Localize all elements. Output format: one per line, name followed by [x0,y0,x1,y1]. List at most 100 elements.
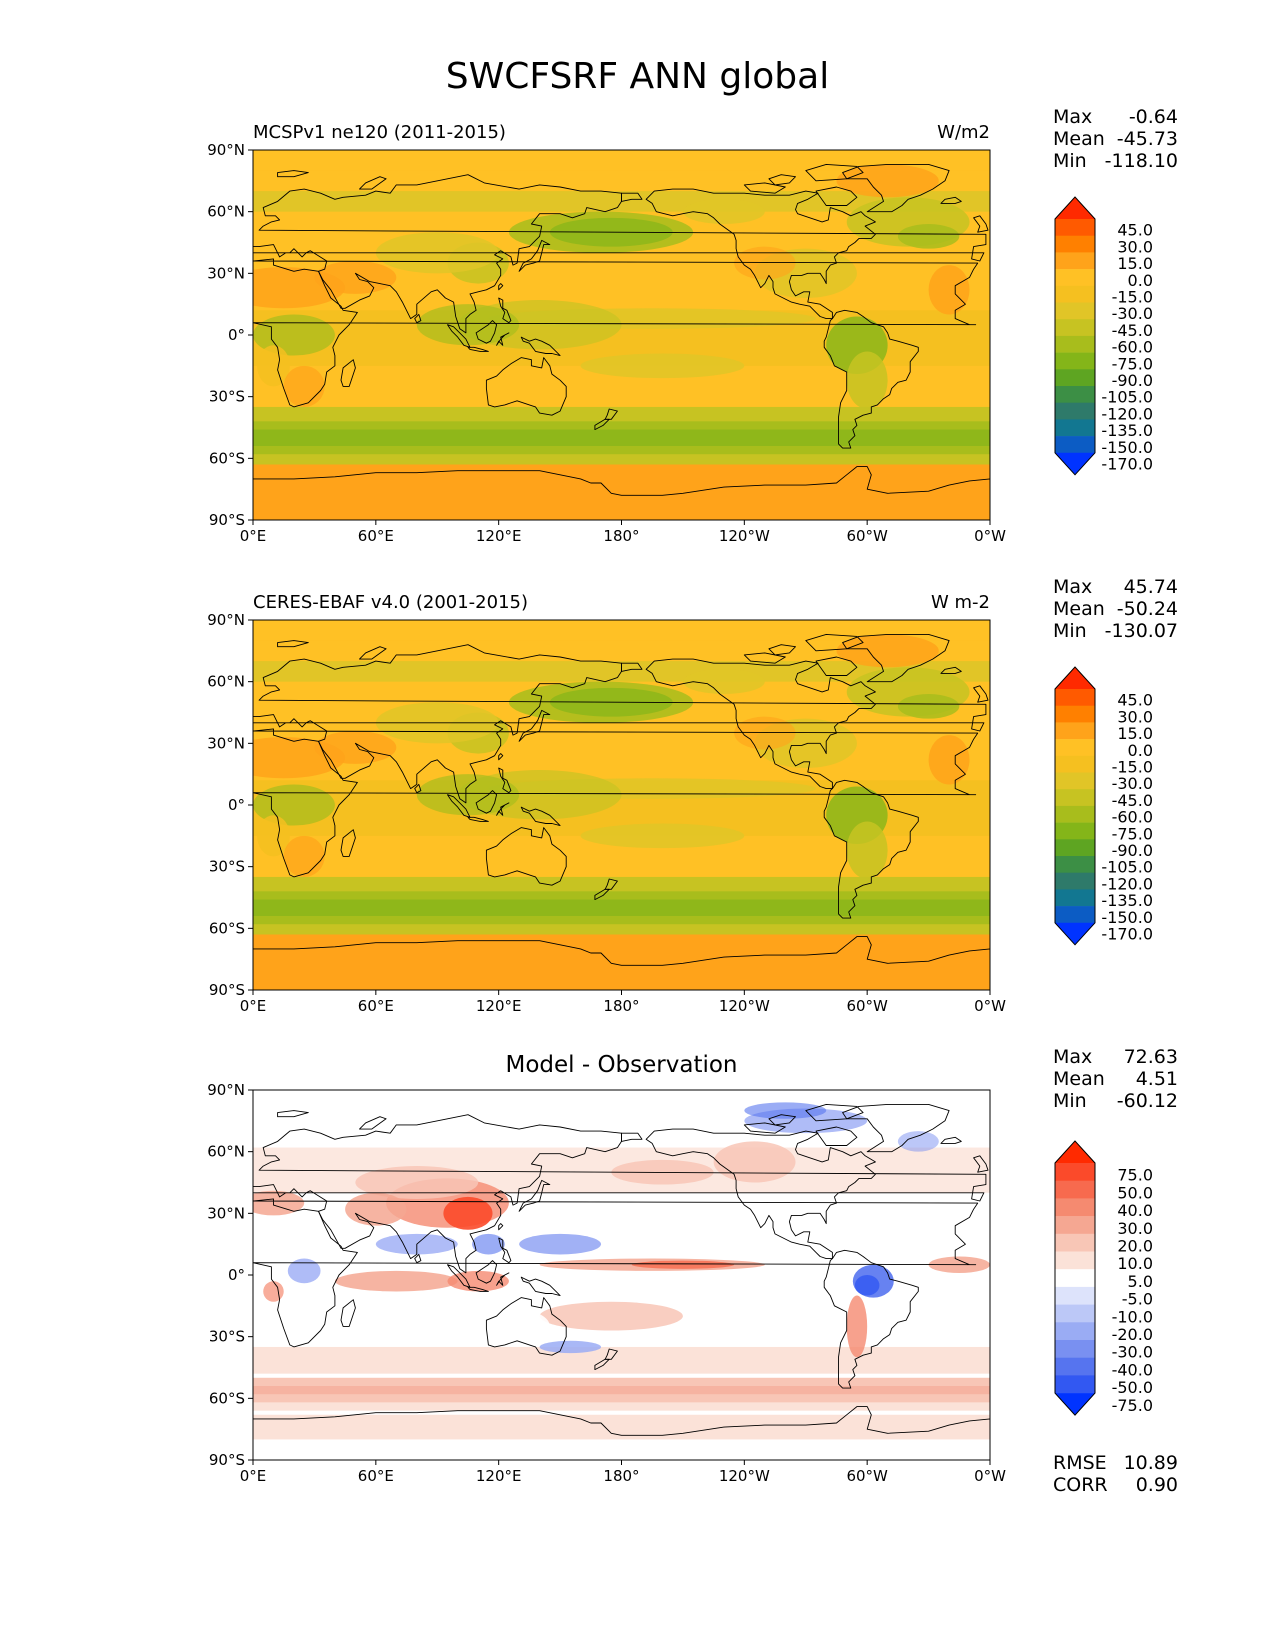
coastline-iceland [940,666,962,674]
coastline-iceland [940,196,962,204]
colorbar-segment [1055,436,1095,454]
colorbar-segment [1055,839,1095,857]
lat-tick-label: 0° [228,796,245,814]
panel-title: MCSPv1 ne120 (2011-2015) [253,122,506,143]
coastline-japan [518,1179,551,1212]
coastline-madagascar [340,359,356,387]
stat-max: Max 45.74 [1053,576,1178,598]
colorbar-segment [1055,822,1095,840]
stat-corr: CORR 0.90 [1053,1474,1178,1496]
colorbar-segment [1055,1216,1095,1235]
lat-tick-label: 60°S [209,449,245,467]
map-plot: 90°N 60°N 30°N 0° 30°S 60°S 90°S0°E 60°E 120°E 18… [207,1081,1006,1485]
coastline-greatbritain [973,1155,989,1173]
colorbar-label: -30.0 [1112,304,1153,323]
colorbar-segment [1055,319,1095,337]
colorbar-label: -90.0 [1112,371,1153,390]
coastline-madagascar [340,1299,356,1327]
colorbar-label: 20.0 [1117,1237,1153,1256]
coastline-ellesmere [805,163,864,182]
colorbar-segment [1055,1375,1095,1394]
colorbar-segment [1055,722,1095,740]
map-field [253,620,990,990]
coastline-namerica [645,658,876,790]
coastline-samerica [823,779,919,919]
lon-tick-label: 0°E [240,527,267,545]
stats-box: Max 72.63 Mean 4.51 Min -60.12 [1053,1046,1178,1112]
colorbar-label: -30.0 [1112,1343,1153,1362]
stat-value: -118.10 [1104,150,1178,172]
lon-tick-label: 120°W [719,527,770,545]
colorbar-segment [1055,705,1095,723]
figure-title: SWCFSRF ANN global [445,56,830,97]
colorbar-label: 15.0 [1117,724,1153,743]
colorbar-segment [1055,1233,1095,1252]
lat-tick-label: 90°S [209,1451,245,1469]
colorbar-label: -135.0 [1101,421,1153,440]
colorbar-label: 50.0 [1117,1183,1153,1202]
colorbar-segment [1055,872,1095,890]
lat-tick-label: 0° [228,326,245,344]
coastline-newguinea [520,1276,561,1297]
stat-value: -130.07 [1104,620,1178,642]
coastline-sulawesi [496,802,510,816]
lon-tick-label: 120°E [476,1467,522,1485]
colorbar-label: -20.0 [1112,1325,1153,1344]
stat-label: Mean [1053,598,1105,620]
coastline-novaya [359,646,387,660]
stat-value: 4.51 [1135,1068,1178,1090]
coastline-newzealand2 [594,418,610,431]
colorbar-segment [1055,739,1095,757]
colorbar-segment [1055,402,1095,420]
colorbar-segment [1055,1322,1095,1341]
lon-tick-label: 60°W [846,997,888,1015]
lat-tick-label: 60°N [207,673,245,691]
colorbar-label: -150.0 [1101,908,1153,927]
colorbar-segment [1055,1163,1095,1181]
coastline-newzealand2 [594,1358,610,1371]
colorbar-segment [1055,1251,1095,1270]
stat-max: Max 72.63 [1053,1046,1178,1068]
lon-tick-label: 120°E [476,997,522,1015]
colorbar-segment [1055,335,1095,353]
coastline-ellesmere [805,633,864,652]
coastline-svalbard [277,1110,309,1118]
colorbar-extend-min [1055,452,1095,475]
coastline-ellesmere [805,1103,864,1122]
colorbar-label: -150.0 [1101,438,1153,457]
stat-label: CORR [1053,1474,1108,1496]
coastline-samerica [823,1249,919,1389]
coastline-taiwan [498,1223,504,1231]
coastline-baffin [815,656,858,676]
lat-tick-label: 90°S [209,981,245,999]
colorbar-extend-max [1055,1141,1095,1163]
colorbar-segment [1055,1357,1095,1376]
coastline-antarctica [253,936,990,990]
stat-label: Min [1053,150,1087,172]
coastline-australia [485,357,567,416]
lat-tick-label: 30°S [209,858,245,876]
stat-rmse: RMSE 10.89 [1053,1452,1178,1474]
colorbar-label: 75.0 [1117,1166,1153,1185]
coastline-taiwan [498,283,504,291]
colorbar-label: -45.0 [1112,791,1153,810]
stats-box: Max 45.74 Mean -50.24 Min -130.07 [1053,576,1178,642]
colorbar-segment [1055,302,1095,320]
map-plot: 90°N 60°N 30°N 0° 30°S 60°S 90°S0°E 60°E 120°E 18… [207,611,1006,1015]
stat-label: Mean [1053,1068,1105,1090]
coastline-antarctica [253,466,990,520]
coastline-eurasia [253,1114,987,1274]
stat-label: RMSE [1053,1452,1107,1474]
stat-label: Min [1053,1090,1087,1112]
stat-value: 10.89 [1123,1452,1178,1474]
stat-label: Mean [1053,128,1105,150]
colorbar: 45.030.015.00.0-15.0-30.0-45.0-60.0-75.0… [1054,666,1153,946]
colorbar-label: 30.0 [1117,707,1153,726]
colorbar-segment [1055,285,1095,303]
coastline-baffin [815,186,858,206]
coastline-chukotka [621,662,643,672]
colorbar-segment [1055,805,1095,823]
panel-title: Model - Observation [505,1052,738,1078]
skill-box: RMSE 10.89 CORR 0.90 [1053,1452,1178,1496]
colorbar-label: 5.0 [1128,1272,1153,1291]
